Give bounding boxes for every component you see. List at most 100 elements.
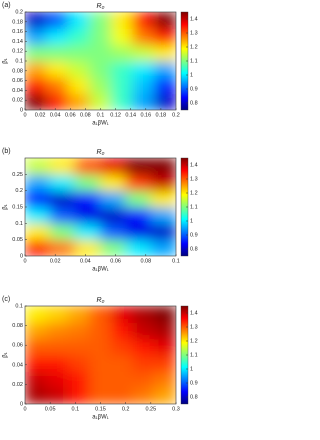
heat-cell (153, 93, 176, 110)
y-tick-label: 0.1 (15, 303, 23, 309)
y-tick-label: 0.16 (12, 29, 23, 35)
x-tick-label: 0.08 (80, 112, 91, 118)
y-tick-label: 0.1 (15, 58, 23, 64)
y-tick-label: 0.05 (12, 237, 23, 243)
y-axis-label: β₁ (3, 58, 9, 63)
heat-cell (110, 338, 134, 356)
heat-cell (132, 306, 155, 323)
colorbar-tick-label: 1.3 (190, 176, 198, 182)
heat-cell (132, 44, 155, 62)
heat-cell (67, 76, 91, 95)
heat-cell (89, 354, 112, 372)
x-tick-label: 0.16 (140, 112, 151, 118)
heat-cell (132, 93, 155, 110)
heat-cell (153, 12, 176, 29)
y-tick-label: 0.02 (12, 98, 23, 104)
heat-cell (49, 158, 76, 175)
heat-cell (25, 12, 48, 29)
heat-cell (153, 306, 176, 323)
heat-cell (150, 239, 176, 256)
x-tick-label: 0 (23, 112, 26, 118)
heat-cell (132, 60, 155, 78)
colorbar-tick-label: 1.2 (190, 44, 198, 50)
heat-cell (153, 354, 176, 372)
x-tick-label: 0.06 (110, 258, 121, 264)
heat-cell (110, 93, 134, 110)
heat-cell (153, 370, 176, 389)
chart-title: R₀ (96, 3, 104, 10)
panel-label: (b) (2, 148, 11, 155)
x-tick-label: 0.06 (65, 112, 76, 118)
heat-cell (89, 44, 112, 62)
y-axis-label: β₁ (3, 204, 9, 209)
heat-cell (74, 173, 101, 192)
x-tick-label: 0.12 (110, 112, 121, 118)
heat-cell (153, 44, 176, 62)
colorbar-tick-label: 0.9 (190, 86, 198, 92)
heat-cell (25, 60, 48, 78)
heat-cell (25, 321, 48, 340)
heat-cell (125, 190, 152, 208)
heat-cell (74, 158, 101, 175)
heat-cell (89, 338, 112, 356)
x-tick-label: 0.25 (145, 406, 156, 412)
heat-cell (132, 387, 155, 404)
heat-cell (67, 306, 91, 323)
x-tick-label: 0.15 (95, 406, 106, 412)
y-tick-label: 0 (20, 107, 23, 113)
heat-cell (46, 44, 69, 62)
heat-cell (67, 387, 91, 404)
y-tick-label: 0.12 (12, 49, 23, 55)
x-tick-label: 0.3 (172, 406, 180, 412)
heat-cell (110, 321, 134, 340)
x-tick-label: 0.14 (125, 112, 136, 118)
heat-cell (74, 239, 101, 256)
heat-cell (25, 190, 51, 208)
heat-cell (67, 354, 91, 372)
heat-cell (150, 190, 176, 208)
colorbar-tick-label: 1.1 (190, 58, 198, 64)
heat-cell (132, 354, 155, 372)
heat-cell (49, 173, 76, 192)
y-tick-label: 0.25 (12, 172, 23, 178)
heat-cell (132, 12, 155, 29)
heat-cell (89, 76, 112, 95)
heat-cell (74, 190, 101, 208)
heat-cell (46, 387, 69, 404)
x-tick-label: 0.1 (72, 406, 80, 412)
heat-cell (132, 76, 155, 95)
heat-cell (125, 239, 152, 256)
figure: (a) R₀ 0 0.02 0.04 0.06 0.08 0.1 0.12 0.14 0.16 0.1… (2, 2, 198, 421)
heat-cell (25, 306, 48, 323)
heat-cell (67, 338, 91, 356)
colorbar-tick-label: 1.4 (190, 310, 198, 316)
x-axis-label: a₁βW₁ (92, 121, 109, 127)
heat-cell (153, 387, 176, 404)
heat-cell (100, 206, 127, 224)
heat-cell (49, 206, 76, 224)
heat-cell (25, 387, 48, 404)
heat-cell (46, 354, 69, 372)
chart-title: R₀ (96, 297, 104, 304)
x-tick-label: 0.1 (172, 258, 180, 264)
colorbar-tick-label: 1.4 (190, 16, 198, 22)
heat-cell (110, 60, 134, 78)
heat-cell (25, 76, 48, 95)
y-tick-label: 0.02 (12, 382, 23, 388)
heat-cell (46, 76, 69, 95)
heat-cell (49, 222, 76, 241)
heat-cell (46, 321, 69, 340)
heat-cell (67, 44, 91, 62)
heat-cell (110, 44, 134, 62)
heat-cell (46, 306, 69, 323)
heat-cell (89, 321, 112, 340)
heat-cell (74, 206, 101, 224)
heat-cell (89, 387, 112, 404)
heat-cell (110, 370, 134, 389)
y-tick-label: 0.18 (12, 19, 23, 25)
y-tick-label: 0.2 (15, 188, 23, 194)
colorbar-tick-label: 1.2 (190, 338, 198, 344)
x-axis-label: a₁βW₁ (92, 267, 109, 273)
heat-cell (89, 370, 112, 389)
heat-cell (153, 76, 176, 95)
